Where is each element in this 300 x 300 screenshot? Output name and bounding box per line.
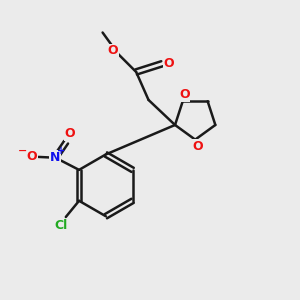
Text: O: O xyxy=(107,44,118,57)
Text: O: O xyxy=(163,57,174,70)
Text: O: O xyxy=(27,150,37,164)
Text: N: N xyxy=(50,151,60,164)
Text: O: O xyxy=(193,140,203,153)
Text: O: O xyxy=(179,88,190,101)
Text: O: O xyxy=(64,128,75,140)
Text: −: − xyxy=(18,146,27,155)
Text: +: + xyxy=(57,146,65,156)
Text: Cl: Cl xyxy=(54,219,67,232)
